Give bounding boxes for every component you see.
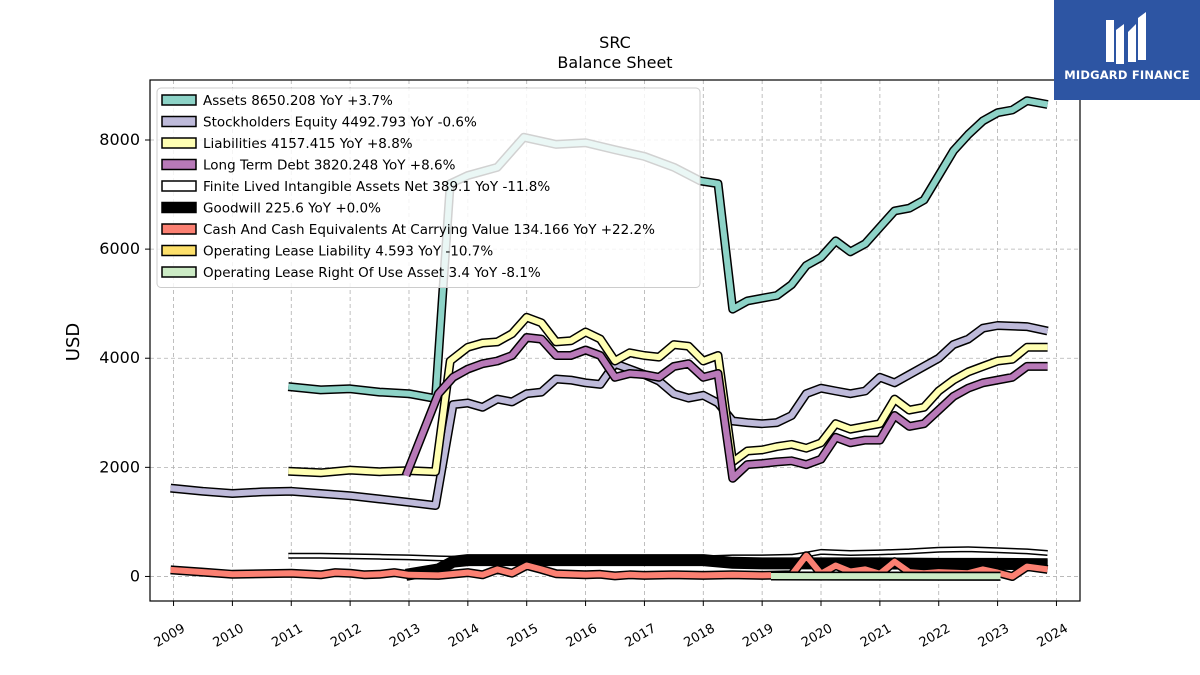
series-line-fill	[403, 334, 1048, 482]
x-tick-label: 2019	[740, 621, 776, 651]
chart-title: SRC	[599, 33, 631, 52]
legend-entry: Stockholders Equity 4492.793 YoY -0.6%	[161, 115, 477, 131]
series-line	[401, 333, 1048, 483]
brand-logo: MIDGARD FINANCE	[1054, 0, 1200, 100]
legend-label: Operating Lease Right Of Use Asset 3.4 Y…	[203, 265, 541, 281]
legend-entry: Operating Lease Liability 4.593 YoY -10.…	[161, 244, 493, 260]
plot-frame	[149, 79, 1081, 602]
legend-swatch	[161, 158, 197, 171]
legend-swatch	[161, 115, 197, 128]
x-tick-label: 2013	[387, 621, 423, 651]
legend-entry: Liabilities 4157.415 YoY +8.8%	[161, 136, 413, 152]
series-line	[170, 321, 1049, 510]
x-tick-label: 2016	[564, 621, 600, 651]
legend-label: Operating Lease Liability 4.593 YoY -10.…	[203, 244, 493, 260]
legend-label: Goodwill 225.6 YoY +0.0%	[203, 201, 381, 217]
x-tick-label: 2017	[623, 621, 659, 651]
x-tick-label: 2021	[858, 621, 894, 651]
series-line	[288, 312, 1048, 478]
y-axis: 0 2000 4000 6000 8000	[99, 130, 150, 585]
x-tick-label: 2011	[269, 621, 305, 651]
legend-entry: Cash And Cash Equivalents At Carrying Va…	[161, 222, 655, 238]
x-tick-label: 2020	[799, 621, 835, 651]
x-tick-label: 2014	[446, 621, 482, 651]
x-tick-label: 2023	[976, 621, 1012, 651]
legend-label: Assets 8650.208 YoY +3.7%	[203, 93, 393, 109]
legend-swatch	[161, 223, 197, 235]
legend-swatch	[161, 266, 197, 278]
x-tick-label: 2024	[1035, 621, 1071, 651]
series-line-fill	[405, 555, 1048, 580]
x-axis: 2009 2010 2011 2012 2013 2014 2015 2016 2017 2018…	[152, 601, 1071, 651]
legend-entry: Goodwill 225.6 YoY +0.0%	[161, 201, 381, 217]
x-tick-label: 2009	[152, 621, 188, 651]
y-axis-label: USD	[63, 323, 84, 361]
x-tick-label: 2022	[917, 621, 953, 651]
x-tick-label: 2010	[211, 621, 247, 651]
y-tick-label: 6000	[99, 239, 140, 258]
brand-name: MIDGARD FINANCE	[1064, 68, 1190, 82]
legend-swatch	[161, 201, 197, 214]
series-layer	[170, 96, 1049, 581]
legend-label: Liabilities 4157.415 YoY +8.8%	[203, 136, 413, 152]
y-tick-label: 4000	[99, 348, 140, 367]
legend-swatch	[161, 94, 197, 106]
legend-entry: Finite Lived Intangible Assets Net 389.1…	[161, 179, 550, 195]
legend-label: Finite Lived Intangible Assets Net 389.1…	[203, 179, 550, 195]
legend-label: Long Term Debt 3820.248 YoY +8.6%	[203, 158, 456, 174]
x-tick-label: 2015	[505, 621, 541, 651]
chart-subtitle: Balance Sheet	[557, 53, 672, 72]
y-tick-label: 2000	[99, 457, 140, 476]
legend-swatch	[161, 244, 197, 257]
series-line-fill	[170, 322, 1049, 509]
x-tick-label: 2012	[328, 621, 364, 651]
midgard-logo-icon	[1106, 12, 1146, 64]
legend: Assets 8650.208 YoY +3.7% Stockholders Eq…	[156, 87, 701, 288]
legend-swatch	[161, 180, 197, 192]
legend-label: Stockholders Equity 4492.793 YoY -0.6%	[203, 115, 477, 131]
legend-box	[156, 87, 701, 288]
legend-entry: Long Term Debt 3820.248 YoY +8.6%	[161, 158, 456, 174]
series-line	[405, 554, 1048, 581]
y-tick-label: 0	[130, 566, 140, 585]
legend-swatch	[161, 137, 197, 149]
legend-label: Cash And Cash Equivalents At Carrying Va…	[203, 222, 655, 238]
legend-entry: Operating Lease Right Of Use Asset 3.4 Y…	[161, 265, 541, 281]
series-line-fill	[288, 314, 1048, 476]
legend-entry: Assets 8650.208 YoY +3.7%	[161, 93, 393, 109]
x-tick-label: 2018	[681, 621, 717, 651]
y-tick-label: 8000	[99, 130, 140, 149]
